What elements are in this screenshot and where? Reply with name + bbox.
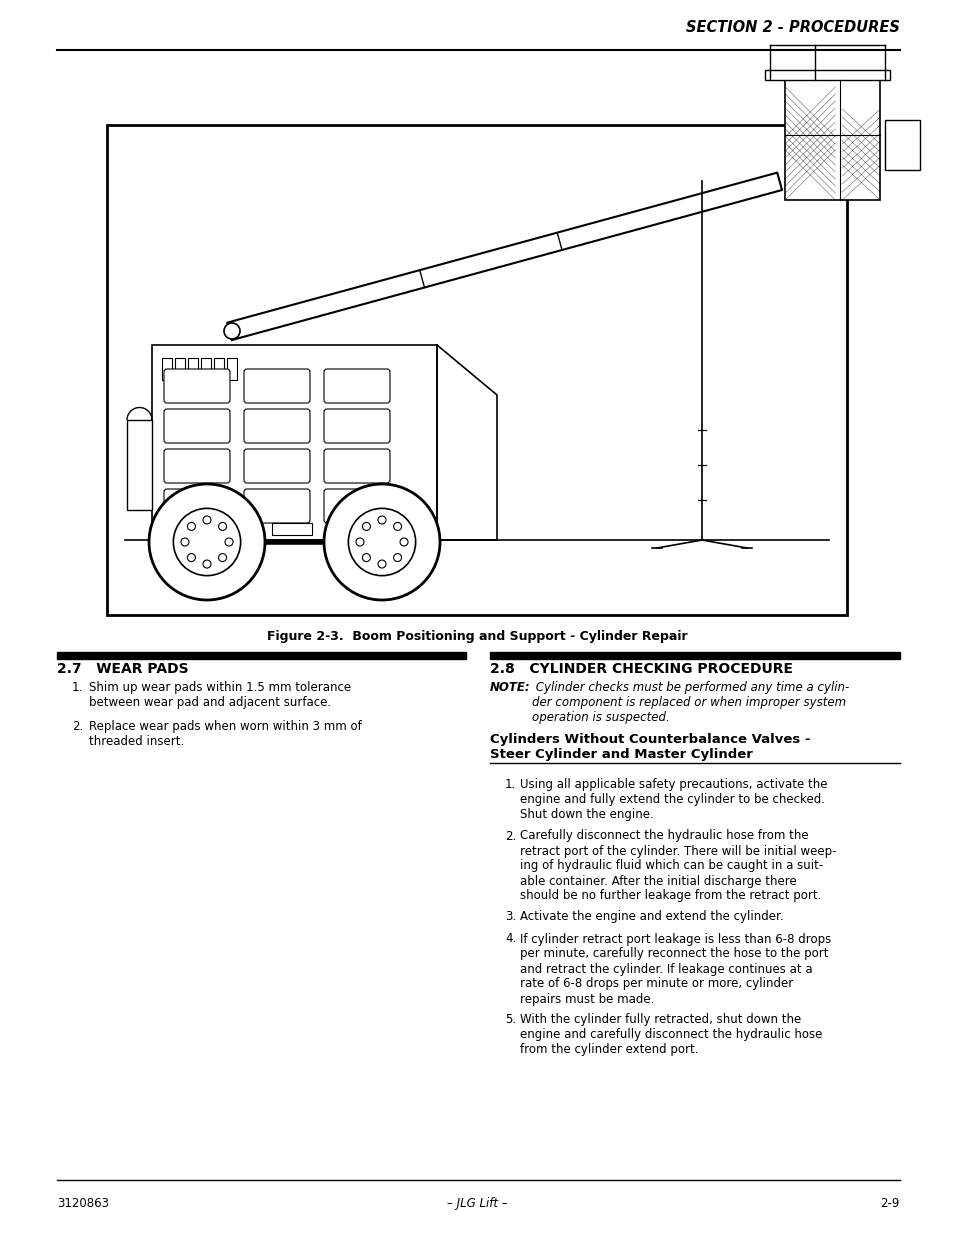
Bar — [174, 358, 185, 380]
Text: Carefully disconnect the hydraulic hose from the
retract port of the cylinder. T: Carefully disconnect the hydraulic hose … — [519, 830, 836, 903]
Circle shape — [218, 553, 227, 562]
Bar — [784, 80, 880, 200]
Circle shape — [181, 538, 189, 546]
Circle shape — [348, 509, 416, 576]
Text: 1.: 1. — [71, 680, 83, 694]
Circle shape — [324, 484, 439, 600]
Bar — [201, 358, 211, 380]
FancyBboxPatch shape — [324, 409, 390, 443]
Circle shape — [218, 522, 227, 530]
Bar — [162, 358, 172, 380]
Circle shape — [149, 484, 265, 600]
FancyBboxPatch shape — [164, 489, 230, 522]
Text: Replace wear pads when worn within 3 mm of
threaded insert.: Replace wear pads when worn within 3 mm … — [89, 720, 361, 748]
Circle shape — [362, 522, 370, 530]
Circle shape — [399, 538, 408, 546]
Text: With the cylinder fully retracted, shut down the
engine and carefully disconnect: With the cylinder fully retracted, shut … — [519, 1013, 821, 1056]
Circle shape — [173, 509, 240, 576]
Text: 2.: 2. — [504, 830, 516, 842]
Text: 4.: 4. — [504, 932, 516, 946]
Text: 2.7   WEAR PADS: 2.7 WEAR PADS — [57, 662, 189, 676]
Bar — [884, 120, 920, 170]
Polygon shape — [227, 173, 781, 340]
Text: Figure 2-3.  Boom Positioning and Support - Cylinder Repair: Figure 2-3. Boom Positioning and Support… — [267, 630, 686, 643]
Circle shape — [377, 559, 386, 568]
FancyBboxPatch shape — [324, 369, 390, 403]
FancyBboxPatch shape — [244, 489, 310, 522]
Circle shape — [187, 522, 195, 530]
FancyBboxPatch shape — [244, 369, 310, 403]
Text: 1.: 1. — [504, 778, 516, 790]
Bar — [213, 358, 224, 380]
Text: 2-9: 2-9 — [880, 1197, 899, 1210]
Text: If cylinder retract port leakage is less than 6-8 drops
per minute, carefully re: If cylinder retract port leakage is less… — [519, 932, 830, 1005]
Text: SECTION 2 - PROCEDURES: SECTION 2 - PROCEDURES — [685, 20, 899, 35]
Text: Shim up wear pads within 1.5 mm tolerance
between wear pad and adjacent surface.: Shim up wear pads within 1.5 mm toleranc… — [89, 680, 351, 709]
Text: Cylinders Without Counterbalance Valves -
Steer Cylinder and Master Cylinder: Cylinders Without Counterbalance Valves … — [490, 734, 810, 761]
Text: 2.8   CYLINDER CHECKING PROCEDURE: 2.8 CYLINDER CHECKING PROCEDURE — [490, 662, 792, 676]
Bar — [152, 345, 436, 540]
Circle shape — [355, 538, 364, 546]
Bar — [188, 358, 198, 380]
Bar — [57, 652, 465, 659]
FancyBboxPatch shape — [164, 369, 230, 403]
Circle shape — [394, 553, 401, 562]
Circle shape — [377, 516, 386, 524]
Text: Cylinder checks must be performed any time a cylin-
der component is replaced or: Cylinder checks must be performed any ti… — [532, 680, 848, 724]
Bar — [272, 522, 312, 535]
FancyBboxPatch shape — [164, 409, 230, 443]
Text: Activate the engine and extend the cylinder.: Activate the engine and extend the cylin… — [519, 910, 782, 923]
Circle shape — [362, 553, 370, 562]
Text: 5.: 5. — [504, 1013, 516, 1026]
Circle shape — [224, 324, 240, 338]
Circle shape — [225, 538, 233, 546]
Text: NOTE:: NOTE: — [490, 680, 530, 694]
Circle shape — [203, 516, 211, 524]
Text: 2.: 2. — [71, 720, 83, 734]
Text: Using all applicable safety precautions, activate the
engine and fully extend th: Using all applicable safety precautions,… — [519, 778, 826, 821]
FancyBboxPatch shape — [324, 489, 390, 522]
FancyBboxPatch shape — [244, 450, 310, 483]
Bar — [127, 420, 152, 510]
Bar — [227, 358, 236, 380]
Bar — [107, 125, 846, 615]
FancyBboxPatch shape — [244, 409, 310, 443]
Circle shape — [394, 522, 401, 530]
FancyBboxPatch shape — [324, 450, 390, 483]
Text: – JLG Lift –: – JLG Lift – — [446, 1197, 507, 1210]
Bar — [764, 70, 889, 80]
FancyBboxPatch shape — [164, 450, 230, 483]
Circle shape — [203, 559, 211, 568]
Text: 3.: 3. — [504, 910, 516, 923]
Bar — [490, 652, 899, 659]
Circle shape — [187, 553, 195, 562]
Text: 3120863: 3120863 — [57, 1197, 109, 1210]
